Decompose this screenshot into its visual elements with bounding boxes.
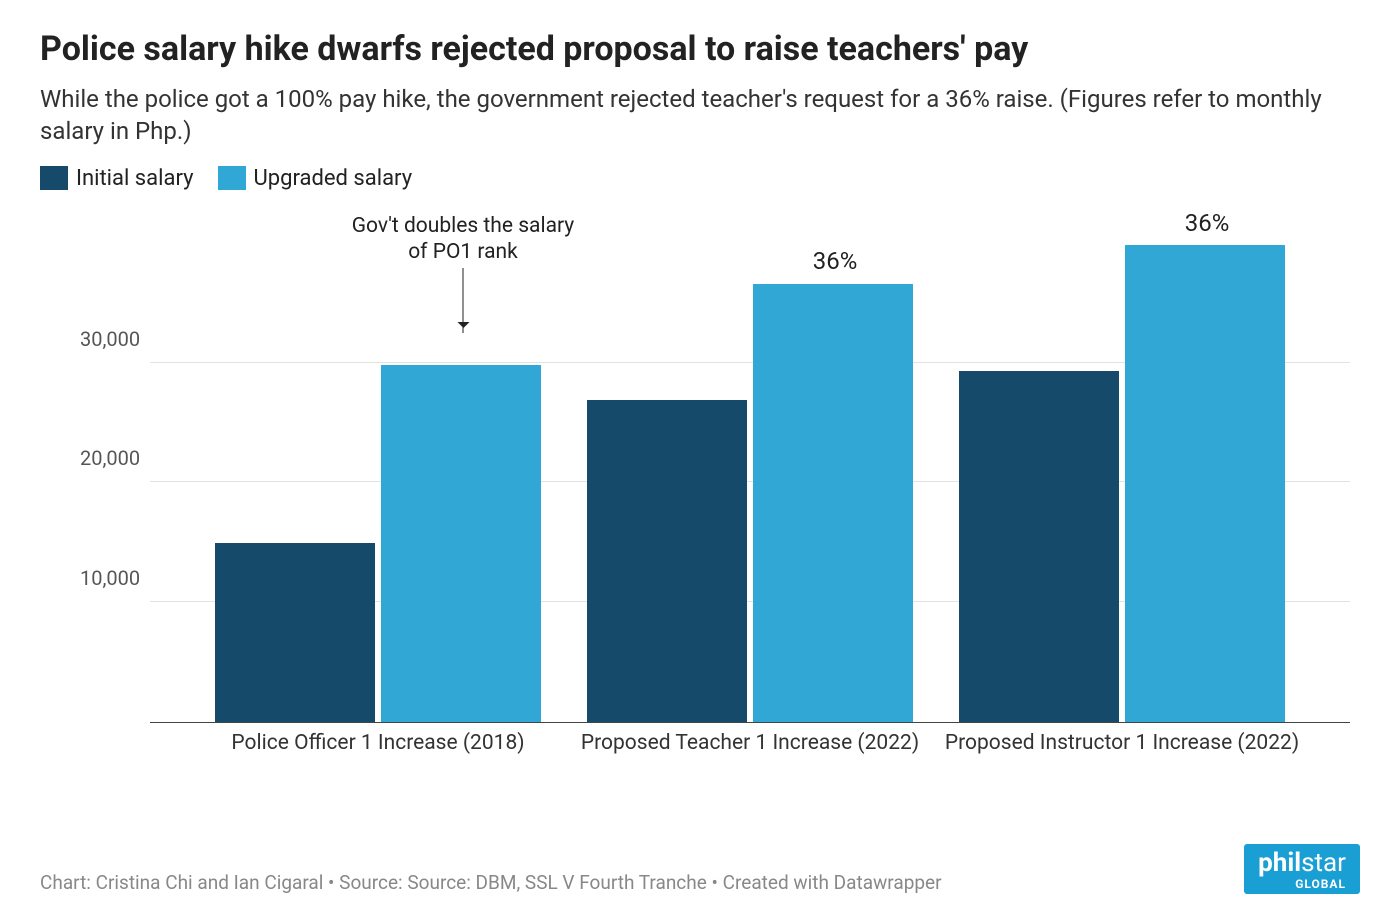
y-axis-label: 10,000 <box>80 566 140 590</box>
legend-label-initial: Initial salary <box>76 166 194 191</box>
chart-title: Police salary hike dwarfs rejected propo… <box>40 30 1360 69</box>
logo-subtext: GLOBAL <box>1258 878 1346 890</box>
bar-group: Proposed Instructor 1 Increase (2022) <box>959 245 1285 721</box>
bar-group: Proposed Teacher 1 Increase (2022) <box>587 284 913 722</box>
x-axis-label: Police Officer 1 Increase (2018) <box>188 722 568 756</box>
chart-area: 10,000 20,000 30,000 Police Officer 1 Incre… <box>80 203 1350 783</box>
y-axis-label: 30,000 <box>80 327 140 351</box>
bar-group: Police Officer 1 Increase (2018) <box>215 365 541 721</box>
bar-initial <box>215 543 375 722</box>
annotation-arrow-icon <box>463 268 464 333</box>
logo-brand-b: star <box>1301 848 1346 878</box>
plot: 10,00020,00030,000Police Officer 1 Incre… <box>150 243 1350 723</box>
bar-upgraded <box>753 284 913 722</box>
bar-upgraded <box>381 365 541 721</box>
footer: Chart: Cristina Chi and Ian Cigaral • So… <box>40 844 1360 894</box>
footer-credits: Chart: Cristina Chi and Ian Cigaral • So… <box>40 871 942 894</box>
legend-swatch-initial <box>40 166 68 190</box>
logo-brand: philstar <box>1258 850 1346 876</box>
x-axis-label: Proposed Teacher 1 Increase (2022) <box>560 722 940 756</box>
bar-upgraded <box>1125 245 1285 721</box>
chart-subtitle: While the police got a 100% pay hike, th… <box>40 83 1360 148</box>
legend-swatch-upgraded <box>218 166 246 190</box>
annotation-text: Gov't doubles the salary of PO1 rank <box>348 213 578 266</box>
bar-initial <box>959 371 1119 721</box>
logo-brand-a: phil <box>1258 848 1301 878</box>
y-axis-label: 20,000 <box>80 446 140 470</box>
publisher-logo: philstar GLOBAL <box>1244 844 1360 894</box>
percent-label: 36% <box>1185 209 1230 237</box>
percent-label: 36% <box>813 247 858 275</box>
legend-label-upgraded: Upgraded salary <box>254 166 413 191</box>
legend-item-initial: Initial salary <box>40 166 194 191</box>
legend: Initial salary Upgraded salary <box>40 166 1360 191</box>
x-axis-label: Proposed Instructor 1 Increase (2022) <box>932 722 1312 756</box>
legend-item-upgraded: Upgraded salary <box>218 166 413 191</box>
bar-initial <box>587 400 747 722</box>
